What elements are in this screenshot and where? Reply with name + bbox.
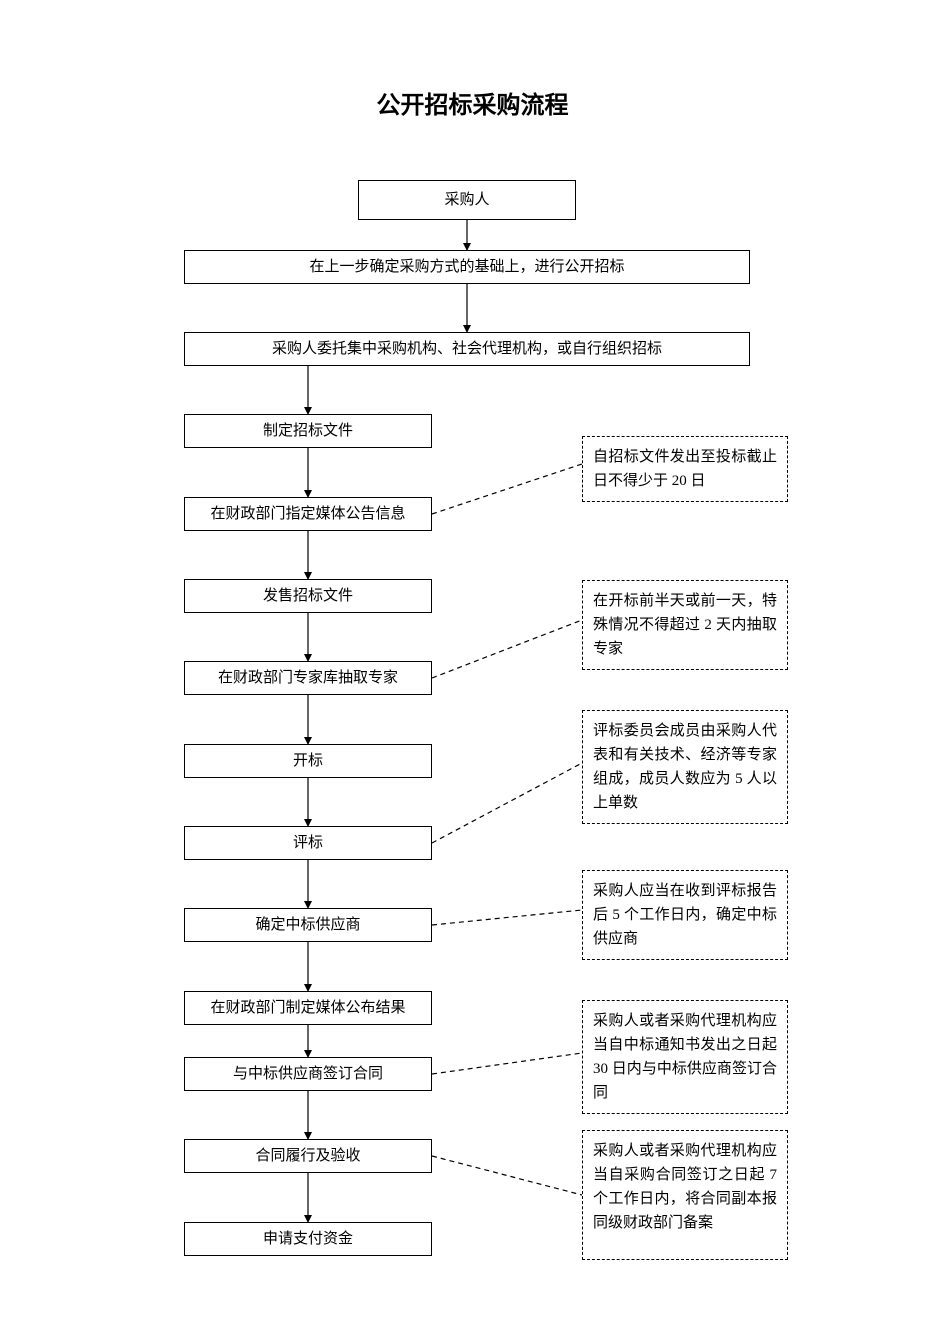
flow-node-n1: 采购人 [358, 180, 576, 220]
flow-node-n8: 开标 [184, 744, 432, 778]
flow-node-n5: 在财政部门指定媒体公告信息 [184, 497, 432, 531]
flow-node-n9: 评标 [184, 826, 432, 860]
flow-note-a5: 采购人或者采购代理机构应当自中标通知书发出之日起 30 日内与中标供应商签订合同 [582, 1000, 788, 1114]
flow-node-n10: 确定中标供应商 [184, 908, 432, 942]
flow-node-n7: 在财政部门专家库抽取专家 [184, 661, 432, 695]
flow-note-a1: 自招标文件发出至投标截止日不得少于 20 日 [582, 436, 788, 502]
flow-node-n4: 制定招标文件 [184, 414, 432, 448]
flow-note-a4: 采购人应当在收到评标报告后 5 个工作日内，确定中标供应商 [582, 870, 788, 960]
flow-node-n6: 发售招标文件 [184, 579, 432, 613]
flow-node-n12: 与中标供应商签订合同 [184, 1057, 432, 1091]
flow-node-n2: 在上一步确定采购方式的基础上，进行公开招标 [184, 250, 750, 284]
flow-note-a2: 在开标前半天或前一天，特殊情况不得超过 2 天内抽取专家 [582, 580, 788, 670]
flow-note-a6: 采购人或者采购代理机构应当自采购合同签订之日起 7 个工作日内，将合同副本报同级… [582, 1130, 788, 1260]
flow-node-n13: 合同履行及验收 [184, 1139, 432, 1173]
flow-node-n11: 在财政部门制定媒体公布结果 [184, 991, 432, 1025]
flow-note-a3: 评标委员会成员由采购人代表和有关技术、经济等专家组成，成员人数应为 5 人以上单… [582, 710, 788, 824]
flow-node-n14: 申请支付资金 [184, 1222, 432, 1256]
page-title: 公开招标采购流程 [0, 85, 945, 120]
flow-node-n3: 采购人委托集中采购机构、社会代理机构，或自行组织招标 [184, 332, 750, 366]
